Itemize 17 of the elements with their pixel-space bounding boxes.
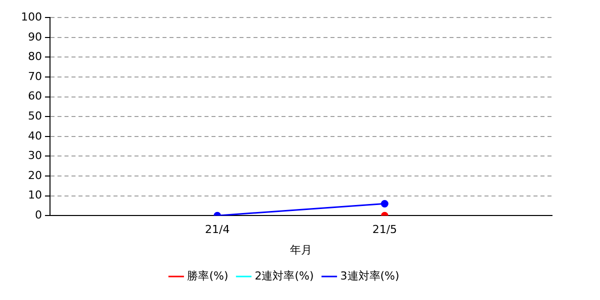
y-tick-label: 90 [28, 30, 42, 44]
y-tick-label: 30 [28, 149, 42, 162]
y-tick-label: 20 [28, 168, 42, 182]
y-tick-label: 10 [28, 188, 42, 202]
x-tick-label: 21/4 [204, 223, 230, 236]
legend-label: 3連対率(%) [340, 269, 400, 282]
y-tick-label: 0 [34, 208, 42, 222]
legend-label: 2連対率(%) [254, 269, 314, 282]
y-tick-label: 70 [28, 70, 42, 83]
y-tick-label: 100 [20, 10, 42, 24]
y-tick-label: 50 [28, 109, 42, 122]
x-tick-label: 21/5 [372, 223, 398, 236]
y-tick-label: 40 [28, 129, 42, 142]
y-tick-label: 80 [28, 50, 42, 64]
legend-label: 勝率(%) [187, 269, 228, 282]
x-axis-title: 年月 [290, 243, 312, 256]
y-tick-label: 60 [28, 90, 42, 103]
